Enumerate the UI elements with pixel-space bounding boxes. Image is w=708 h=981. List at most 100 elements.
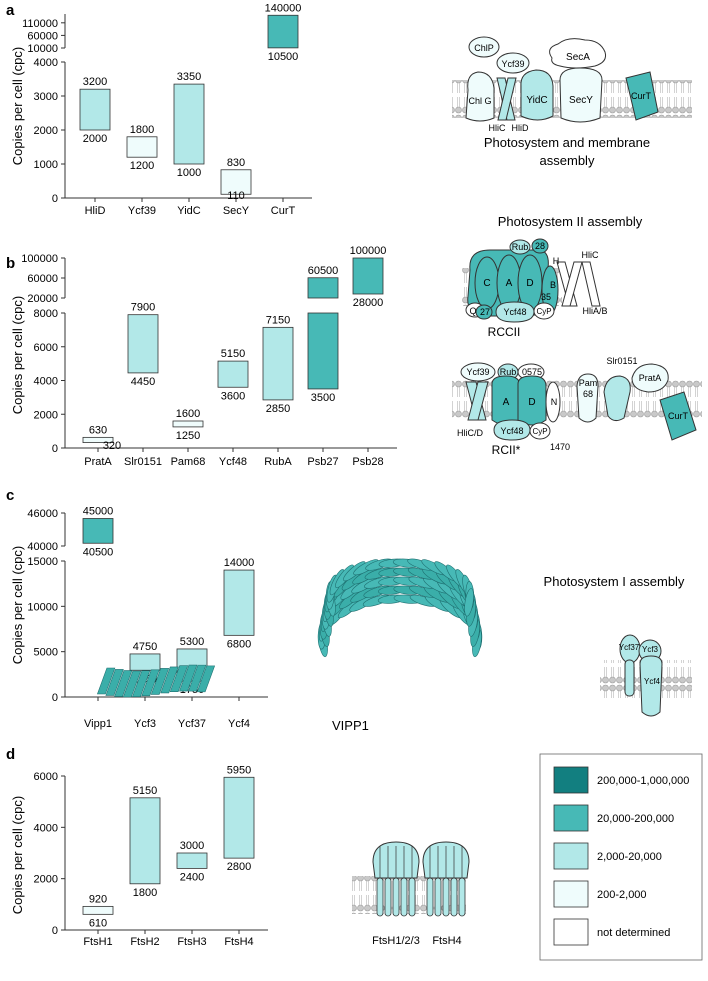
bar-Psb28	[352, 257, 384, 295]
x-tick-label: Ycf39	[128, 205, 156, 217]
value-label-max: 5950	[227, 764, 251, 776]
schematic-b: Photosystem II assembly Rub 28 HliC H C …	[452, 214, 702, 457]
label-c: C	[483, 278, 490, 289]
value-label-max: 4750	[133, 641, 157, 653]
value-label-max: 630	[89, 424, 107, 436]
vipp1-inner-rod	[96, 667, 116, 695]
legend: 200,000-1,000,000 20,000-200,000 2,000-20,…	[539, 753, 703, 961]
y-tick-label: 4000	[34, 376, 58, 388]
value-label-max: 60500	[308, 265, 339, 277]
label-cyp-bottom: CyP	[532, 427, 547, 436]
legend-swatch	[553, 880, 589, 908]
y-tick-label: 40000	[27, 541, 58, 553]
bar-FtsH3	[176, 852, 208, 869]
value-label-min: 110	[227, 190, 245, 202]
protein-cyp-bottom	[529, 422, 551, 440]
protein-slr0151	[603, 375, 631, 422]
ftsh-helix	[458, 877, 466, 917]
value-label-min: 6800	[227, 638, 251, 650]
label-q: Q	[469, 306, 476, 316]
panel-letter-b: b	[6, 255, 15, 272]
y-tick-label: 110000	[22, 18, 58, 30]
bar-Ycf4	[223, 569, 255, 636]
value-label-min: 3500	[311, 392, 335, 404]
legend-label: not determined	[597, 927, 670, 939]
protein-cyp-top	[533, 302, 555, 320]
x-tick-label: FtsH1	[83, 936, 112, 948]
label-ycf3-s: Ycf3	[642, 645, 659, 654]
label-curt-b: CurT	[668, 411, 689, 421]
y-tick-label: 2000	[34, 125, 58, 137]
label-ycf37-s: Ycf37	[619, 643, 640, 652]
x-tick-label: Ycf3	[134, 718, 156, 730]
label-yidc: YidC	[526, 95, 547, 106]
value-label-max: 14000	[224, 557, 255, 569]
value-label-max: 5300	[180, 636, 204, 648]
legend-label: 200-2,000	[597, 889, 647, 901]
value-label-min: 10500	[268, 51, 299, 63]
protein-ycf37-stem	[624, 659, 635, 697]
legend-label: 2,000-20,000	[597, 851, 662, 863]
value-label-max: 140000	[265, 2, 302, 14]
y-tick-label: 0	[52, 692, 58, 704]
protein-secy	[559, 67, 603, 123]
protein-prata	[631, 363, 669, 393]
x-tick-label: Psb28	[352, 456, 383, 468]
schematic-c-title: Photosystem I assembly	[544, 574, 685, 589]
ftsh-helix	[442, 877, 450, 917]
value-label-min: 2850	[266, 403, 290, 415]
vipp1-inner-rod	[179, 664, 198, 692]
ftsh-helix	[400, 877, 408, 917]
bar-Ycf39	[126, 136, 158, 158]
chart-a: Copies per cell (cpc) 0 1000 2000 3000 4000 10…	[10, 2, 312, 217]
y-tick-label: 10000	[27, 43, 58, 55]
label-b: B	[550, 280, 556, 290]
y-axis-label: Copies per cell (cpc)	[10, 296, 25, 415]
y-tick-label: 4000	[34, 822, 58, 834]
value-label-min: 28000	[353, 297, 384, 309]
value-label-max: 5150	[133, 785, 157, 797]
vipp1-inner-rod	[196, 665, 216, 693]
label-27: 27	[480, 307, 490, 317]
x-tick-label: Ycf48	[219, 456, 247, 468]
label-h: H	[553, 256, 560, 266]
bar-Ycf48	[217, 360, 249, 388]
value-label-max: 830	[227, 157, 245, 169]
label-curt-a: CurT	[631, 91, 652, 101]
ftsh-helix	[434, 877, 442, 917]
label-ftsh123: FtsH1/2/3	[372, 935, 420, 947]
label-ycf4-s: Ycf4	[644, 677, 661, 686]
ftsh-helix	[408, 877, 416, 917]
bar-Psb27	[307, 312, 339, 390]
label-slr0151-b: Slr0151	[606, 356, 637, 366]
schematic-d: FtsH1/2/3 FtsH4	[352, 841, 470, 947]
bar-YidC	[173, 83, 205, 165]
value-label-min: 2400	[180, 871, 204, 883]
vipp1-inner-rod	[105, 669, 124, 696]
value-label-max: 1600	[176, 408, 200, 420]
y-tick-label: 15000	[27, 556, 58, 568]
vipp1-rod	[464, 588, 474, 617]
y-tick-label: 0	[52, 925, 58, 937]
value-label-min: 1200	[130, 160, 154, 172]
label-a-bottom: A	[503, 397, 510, 408]
value-label-min: 320	[103, 440, 121, 452]
chart-d: Copies per cell (cpc) 0 2000 4000 6000 FtsH1 9…	[10, 764, 268, 948]
label-chlp: ChlP	[474, 43, 494, 53]
value-label-max: 3350	[177, 71, 201, 83]
caption-rcii: RCII*	[492, 443, 521, 457]
bar-FtsH1	[82, 905, 114, 915]
value-label-min: 1800	[133, 887, 157, 899]
x-tick-label: HliD	[85, 205, 106, 217]
label-pam: Pam	[579, 378, 598, 388]
ftsh-helix	[392, 877, 400, 917]
caption-a-line2: assembly	[540, 153, 595, 168]
protein-hlia	[561, 261, 583, 307]
value-label-min: 1250	[176, 430, 200, 442]
y-axis-label: Copies per cell (cpc)	[10, 546, 25, 665]
label-28: 28	[535, 241, 545, 251]
label-rub-bottom: Rub	[500, 367, 517, 377]
y-tick-label: 0	[52, 443, 58, 455]
label-secy: SecY	[569, 95, 593, 106]
x-tick-label: Slr0151	[124, 456, 162, 468]
